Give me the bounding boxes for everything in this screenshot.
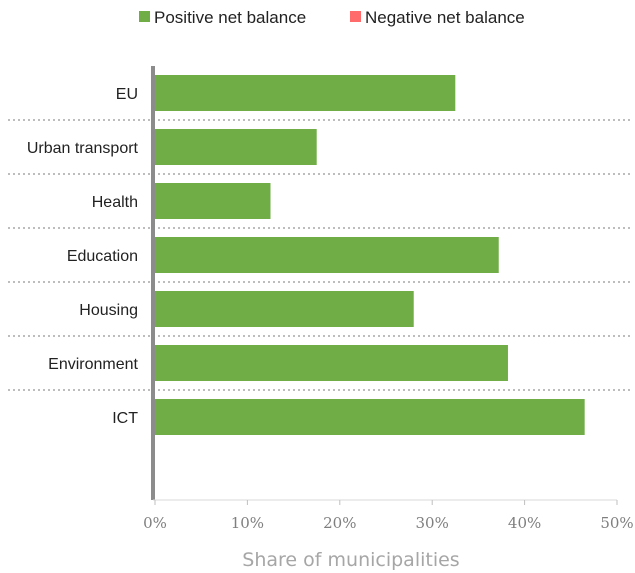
category-label: Education <box>67 248 138 265</box>
x-axis: 0% 10% 20% 30% 40% 50% <box>143 66 634 532</box>
category-label: Urban transport <box>27 140 139 157</box>
legend-swatch-negative <box>350 11 361 22</box>
x-tick-label: 10% <box>231 514 264 532</box>
bar-ict <box>155 399 585 435</box>
category-label: EU <box>116 86 138 103</box>
legend-label-positive: Positive net balance <box>154 8 306 27</box>
x-tick-label: 0% <box>143 514 167 532</box>
category-label: ICT <box>112 410 138 427</box>
bar-urban-transport <box>155 129 317 165</box>
bar-housing <box>155 291 414 327</box>
legend: Positive net balance Negative net balanc… <box>139 8 525 27</box>
bar-health <box>155 183 271 219</box>
bar-eu <box>155 75 456 111</box>
category-separators <box>8 119 630 391</box>
bar-education <box>155 237 499 273</box>
x-tick-label: 50% <box>600 514 633 532</box>
category-label: Housing <box>79 302 138 319</box>
bar-environment <box>155 345 508 381</box>
x-tick-label: 40% <box>508 514 541 532</box>
bars <box>155 75 585 435</box>
legend-label-negative: Negative net balance <box>365 8 525 27</box>
category-labels: EU Urban transport Health Education Housing E… <box>27 86 139 427</box>
x-axis-title: Share of municipalities <box>242 549 459 571</box>
x-tick-label: 20% <box>323 514 356 532</box>
category-label: Environment <box>48 356 138 373</box>
x-tick-label: 30% <box>416 514 449 532</box>
legend-swatch-positive <box>139 11 150 22</box>
category-label: Health <box>92 194 138 211</box>
